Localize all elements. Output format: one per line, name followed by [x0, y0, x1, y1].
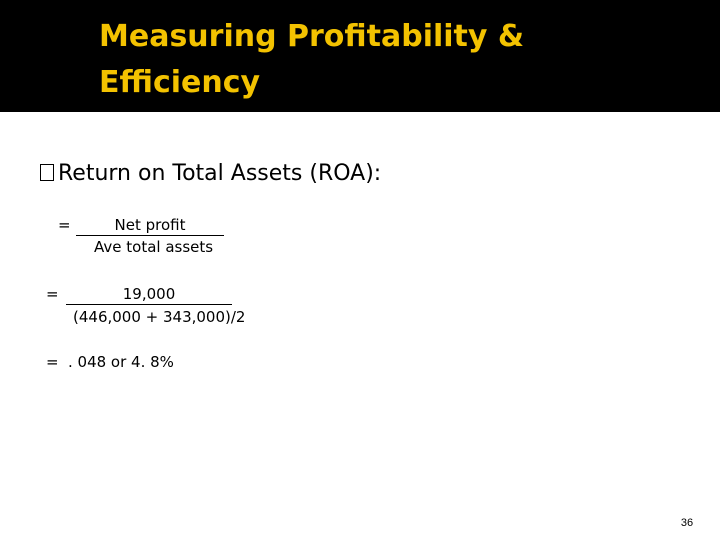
title-line-1: Measuring Profitability & — [99, 19, 525, 54]
title-line-2: Efficiency — [99, 65, 261, 100]
substitution-numerator: 19,000 — [66, 284, 232, 305]
slide-title: Measuring Profitability & Efficiency — [99, 14, 659, 106]
result-value: . 048 or 4. 8% — [68, 353, 174, 371]
page-number: 36 — [680, 517, 694, 529]
formula-numerator: Net profit — [76, 215, 224, 236]
formula-equals-sign: = — [58, 216, 71, 234]
bullet-text: Return on Total Assets (ROA): — [58, 161, 382, 186]
formula-denominator: Ave total assets — [94, 238, 214, 256]
title-bar: Measuring Profitability & Efficiency — [0, 0, 720, 112]
substitution-denominator: (446,000 + 343,000)/2 — [73, 308, 246, 326]
square-bullet-icon — [40, 164, 54, 181]
bullet-item-roa: Return on Total Assets (ROA): — [40, 158, 381, 190]
substitution-equals-sign: = — [46, 285, 59, 303]
result-equals-sign: = — [46, 353, 59, 371]
